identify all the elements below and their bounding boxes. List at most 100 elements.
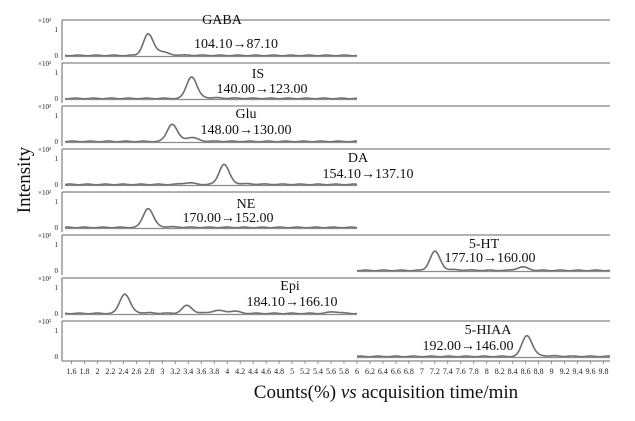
y-multiplier-label: ×10² (38, 318, 51, 326)
x-axis-label-suffix: acquisition time/min (357, 382, 519, 403)
x-tick-label: 4.4 (248, 367, 258, 376)
y-tick-label: 0 (55, 52, 59, 60)
y-axis-label: Intensity (14, 146, 35, 213)
series-transition-label: 170.00→152.00 (183, 211, 274, 226)
series-name-label: NE (237, 197, 256, 212)
x-tick-label: 4 (225, 367, 229, 376)
x-axis-label-prefix: Counts(%) (254, 382, 341, 403)
y-multiplier-label: ×10² (38, 189, 51, 197)
x-tick-label: 8.6 (521, 367, 531, 376)
x-tick-label: 7.2 (430, 367, 440, 376)
y-tick-label: 1 (55, 155, 59, 163)
x-tick-label: 9.8 (599, 367, 609, 376)
x-tick-label: 3 (160, 367, 164, 376)
y-tick-label: 1 (55, 284, 59, 292)
trace-glu (64, 123, 357, 143)
trace-epi (64, 293, 358, 315)
series-transition-label: 148.00→130.00 (201, 123, 292, 138)
x-tick-label: 4.2 (235, 367, 245, 376)
x-tick-label: 6 (355, 367, 359, 376)
y-tick-label: 0 (55, 310, 59, 318)
y-tick-label: 1 (55, 26, 59, 34)
x-axis-label-vs: vs (341, 382, 357, 403)
y-tick-label: 0 (55, 138, 59, 146)
x-tick-label: 9.2 (560, 367, 570, 376)
y-multiplier-label: ×10² (38, 232, 51, 240)
x-tick-label: 5.4 (313, 367, 323, 376)
x-tick-label: 1.8 (79, 367, 89, 376)
y-tick-label: 0 (55, 353, 59, 361)
x-tick-label: 3.6 (196, 367, 206, 376)
x-tick-label: 9.6 (586, 367, 596, 376)
x-tick-label: 2.4 (118, 367, 128, 376)
x-axis-label: Counts(%) vs acquisition time/min (254, 382, 519, 403)
trace-da (64, 163, 358, 186)
x-tick-label: 6.2 (365, 367, 375, 376)
y-tick-label: 1 (55, 198, 59, 206)
trace-5-hiaa (356, 334, 611, 358)
y-multiplier-label: ×10² (38, 17, 51, 25)
y-tick-label: 0 (55, 224, 59, 232)
panel-gaba: ×10² 1 0 GABA 104.10→87.10 (38, 13, 610, 60)
x-tick-label: 7.6 (456, 367, 466, 376)
x-tick-label: 2.2 (105, 367, 115, 376)
x-tick-label: 7.8 (469, 367, 479, 376)
series-transition-label: 154.10→137.10 (323, 167, 414, 182)
x-tick-label: 1.6 (66, 367, 76, 376)
x-tick-label: 6.6 (391, 367, 401, 376)
x-tick-label: 8.8 (534, 367, 544, 376)
y-tick-label: 0 (55, 267, 59, 275)
x-tick-label: 2.8 (144, 367, 154, 376)
x-tick-label: 8.4 (508, 367, 518, 376)
y-tick-label: 0 (55, 95, 59, 103)
series-name-label: 5-HIAA (465, 323, 513, 338)
y-tick-label: 1 (55, 112, 59, 120)
x-tick-label: 5.2 (300, 367, 310, 376)
trace-ne (64, 207, 358, 229)
x-tick-label: 9 (550, 367, 554, 376)
x-tick-label: 7 (420, 367, 424, 376)
x-tick-label: 3.8 (209, 367, 219, 376)
y-tick-label: 1 (55, 327, 59, 335)
trace-gaba (64, 33, 358, 57)
x-tick-label: 5 (290, 367, 294, 376)
series-name-label: IS (252, 67, 264, 82)
series-name-label: Glu (236, 107, 257, 122)
series-transition-label: 184.10→166.10 (247, 295, 338, 310)
x-tick-label: 6.4 (378, 367, 388, 376)
series-transition-label: 140.00→123.00 (217, 82, 308, 97)
y-tick-label: 1 (55, 69, 59, 77)
x-tick-label: 9.4 (573, 367, 583, 376)
y-multiplier-label: ×10² (38, 103, 51, 111)
y-multiplier-label: ×10² (38, 146, 51, 154)
series-name-label: GABA (202, 13, 243, 28)
x-tick-label: 6.8 (404, 367, 414, 376)
x-tick-label: 3.4 (183, 367, 193, 376)
series-name-label: Epi (280, 279, 300, 294)
y-multiplier-label: ×10² (38, 60, 51, 68)
x-tick-label: 3.2 (170, 367, 180, 376)
series-name-label: DA (348, 151, 369, 166)
y-tick-label: 1 (55, 241, 59, 249)
x-tick-label: 7.4 (443, 367, 453, 376)
series-name-label: 5-HT (469, 237, 500, 252)
series-transition-label: 177.10→160.00 (445, 251, 536, 266)
trace-5-ht (357, 250, 611, 272)
x-tick-label: 4.8 (274, 367, 284, 376)
trace-is (64, 76, 358, 100)
x-tick-label: 5.6 (326, 367, 336, 376)
x-tick-label: 2.6 (131, 367, 141, 376)
series-transition-label: 192.00→146.00 (423, 339, 514, 354)
x-tick-label: 5.8 (339, 367, 349, 376)
y-tick-label: 0 (55, 181, 59, 189)
x-tick-label: 4.6 (261, 367, 271, 376)
x-tick-label: 8 (485, 367, 489, 376)
